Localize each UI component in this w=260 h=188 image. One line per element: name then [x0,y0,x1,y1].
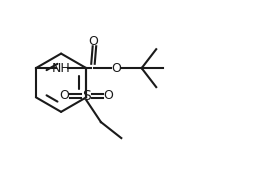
Text: O: O [111,62,121,75]
Text: O: O [89,35,99,49]
Text: O: O [103,89,113,102]
Text: O: O [60,89,69,102]
Text: NH: NH [51,62,70,75]
Text: S: S [82,89,91,103]
